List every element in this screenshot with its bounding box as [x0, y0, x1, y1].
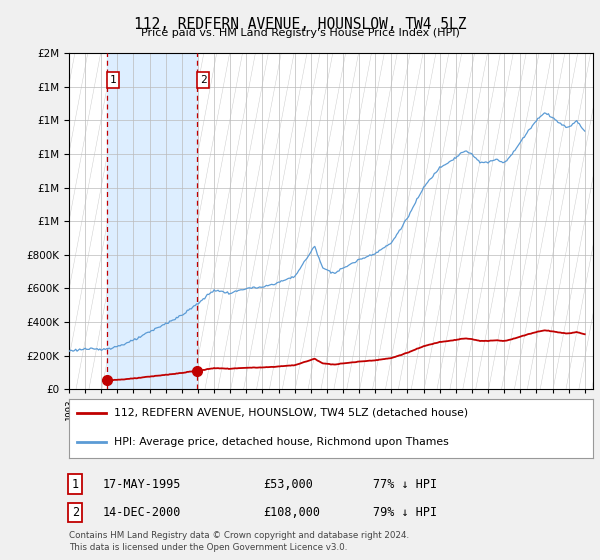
Text: 112, REDFERN AVENUE, HOUNSLOW, TW4 5LZ (detached house): 112, REDFERN AVENUE, HOUNSLOW, TW4 5LZ (…	[113, 408, 467, 418]
Text: Price paid vs. HM Land Registry's House Price Index (HPI): Price paid vs. HM Land Registry's House …	[140, 28, 460, 38]
Text: £108,000: £108,000	[263, 506, 320, 519]
Text: 2: 2	[200, 75, 206, 85]
Text: £53,000: £53,000	[263, 478, 313, 491]
Bar	[107, 53, 197, 389]
Text: 77% ↓ HPI: 77% ↓ HPI	[373, 478, 437, 491]
Text: 79% ↓ HPI: 79% ↓ HPI	[373, 506, 437, 519]
Text: 14-DEC-2000: 14-DEC-2000	[103, 506, 181, 519]
Text: HPI: Average price, detached house, Richmond upon Thames: HPI: Average price, detached house, Rich…	[113, 437, 448, 447]
Text: 2: 2	[72, 506, 79, 519]
Text: 1: 1	[110, 75, 116, 85]
Text: 17-MAY-1995: 17-MAY-1995	[103, 478, 181, 491]
Text: 112, REDFERN AVENUE, HOUNSLOW, TW4 5LZ: 112, REDFERN AVENUE, HOUNSLOW, TW4 5LZ	[134, 17, 466, 32]
Text: Contains HM Land Registry data © Crown copyright and database right 2024.
This d: Contains HM Land Registry data © Crown c…	[69, 531, 409, 552]
Text: 1: 1	[72, 478, 79, 491]
